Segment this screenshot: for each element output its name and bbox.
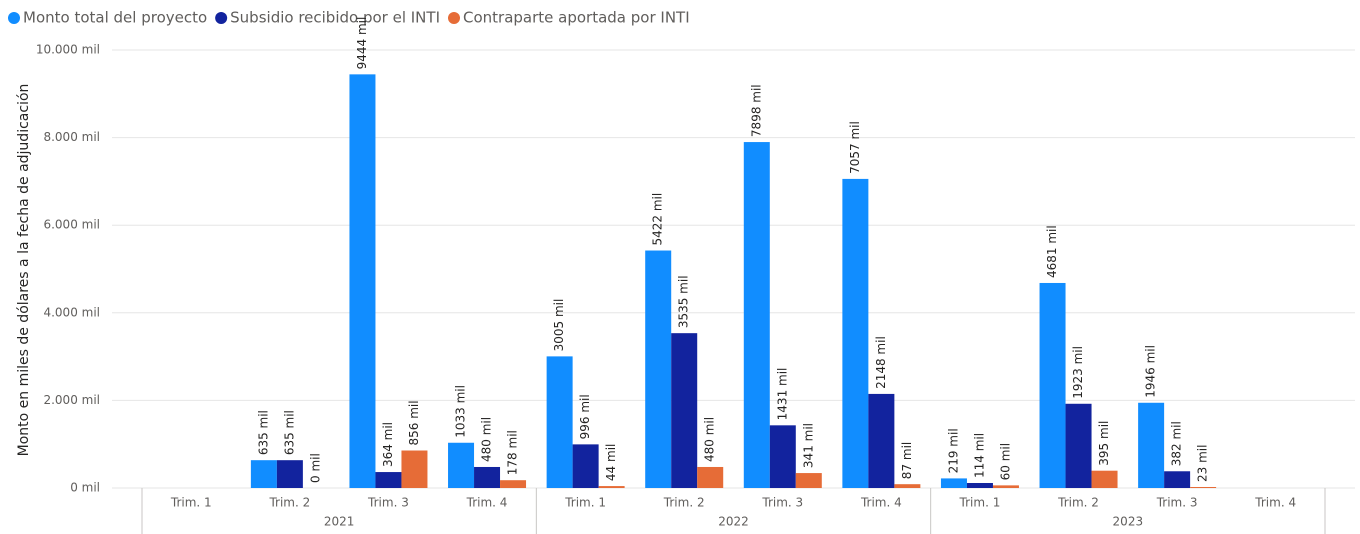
bar [940,478,967,488]
x-tick-label: Trim. 1 [959,496,1001,510]
x-tick-label: Trim. 3 [761,496,803,510]
value-label: 480 mil [480,417,494,462]
value-label: 635 mil [282,410,296,455]
value-label: 856 mil [407,400,421,445]
x-tick-label: Trim. 1 [170,496,212,510]
value-label: 60 mil [998,443,1012,480]
value-label: 3535 mil [677,275,691,328]
bar [1164,471,1191,488]
value-label: 3005 mil [552,299,566,352]
value-label: 23 mil [1196,445,1210,482]
y-tick-label: 8.000 mil [43,130,100,144]
value-label: 7898 mil [749,84,763,137]
x-tick-label: Trim. 4 [860,496,902,510]
bar [250,460,277,488]
value-label: 2148 mil [874,336,888,389]
legend-label: Monto total del proyecto [23,9,207,27]
bar [795,473,822,488]
legend-marker [448,12,460,24]
bar [842,178,869,489]
value-label: 4681 mil [1045,225,1059,278]
bar [401,450,428,488]
x-group-label: 2023 [1113,515,1144,529]
bar [598,486,625,488]
bar [448,442,475,488]
x-tick-label: Trim. 4 [1254,496,1296,510]
bar [1065,403,1092,488]
legend-label: Subsidio recibido por el INTI [230,9,440,27]
value-label: 1946 mil [1144,345,1158,398]
value-label: 5422 mil [651,193,665,246]
bar [992,485,1019,488]
value-label: 9444 mil [355,17,369,70]
y-axis-title: Monto en miles de dólares a la fecha de … [16,84,32,457]
bar [1039,282,1066,488]
bar [645,250,672,488]
bar [546,356,573,488]
bar [375,472,402,488]
legend-marker [8,12,20,24]
bar [1138,402,1165,488]
y-tick-label: 4.000 mil [43,305,100,319]
value-label: 996 mil [578,394,592,439]
value-label: 395 mil [1097,421,1111,466]
value-label: 480 mil [703,417,717,462]
bar [894,484,921,488]
y-tick-label: 2.000 mil [43,393,100,407]
bar [743,142,770,488]
y-tick-label: 10.000 mil [36,43,100,57]
x-tick-label: Trim. 3 [367,496,409,510]
value-label: 7057 mil [848,121,862,174]
bar [572,444,599,488]
bar [769,425,796,488]
value-label: 1431 mil [775,368,789,421]
value-label: 1033 mil [454,385,468,438]
x-group-label: 2021 [324,515,355,529]
x-tick-label: Trim. 3 [1156,496,1198,510]
y-tick-label: 0 mil [70,481,100,495]
value-label: 1923 mil [1071,346,1085,399]
value-label: 219 mil [946,428,960,473]
x-tick-label: Trim. 1 [564,496,606,510]
value-label: 635 mil [256,410,270,455]
value-label: 87 mil [900,442,914,479]
bar [1190,486,1217,488]
x-group-label: 2022 [718,515,749,529]
bar [697,466,724,488]
legend-marker [215,12,228,24]
x-tick-label: Trim. 2 [663,496,705,510]
legend-label: Contraparte aportada por INTI [463,9,690,27]
value-label: 341 mil [801,423,815,468]
y-tick-label: 6.000 mil [43,218,100,232]
bar [966,483,993,488]
bar [349,74,376,489]
value-label: 364 mil [381,422,395,467]
value-label: 44 mil [604,444,618,481]
bar [671,333,698,488]
bar [474,466,501,488]
value-label: 0 mil [308,453,322,483]
value-label: 382 mil [1170,421,1184,466]
bar [500,480,527,488]
bar [276,460,303,488]
x-tick-label: Trim. 4 [466,496,508,510]
x-tick-label: Trim. 2 [268,496,310,510]
x-tick-label: Trim. 2 [1057,496,1099,510]
bar [1091,470,1118,488]
value-label: 178 mil [506,430,520,475]
value-label: 114 mil [972,433,986,478]
bar [868,393,895,488]
